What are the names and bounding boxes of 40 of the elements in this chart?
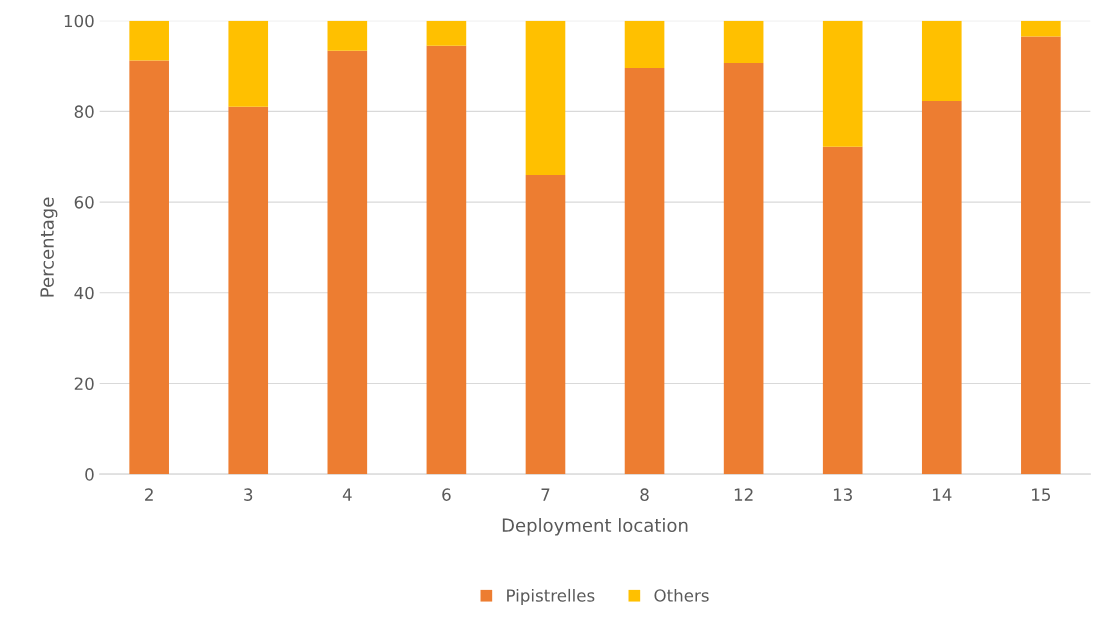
bar [426, 20, 467, 46]
bar [228, 20, 269, 107]
x-tick-label: 4 [342, 488, 352, 501]
bar [525, 20, 566, 175]
x-tick-label: 13 [833, 488, 852, 501]
legend-label: Others [654, 588, 709, 602]
x-tick-label: 8 [640, 488, 649, 501]
x-tick-label: 6 [442, 488, 451, 501]
x-tick-label: 12 [734, 488, 753, 501]
y-tick-label: 80 [74, 105, 94, 118]
bar [921, 100, 962, 475]
bar [129, 60, 169, 475]
bar [1021, 20, 1061, 37]
bar [822, 146, 863, 475]
bar [327, 50, 368, 475]
bar [228, 106, 269, 475]
x-tick-label: 7 [541, 488, 550, 501]
bar [624, 20, 665, 68]
bar [624, 67, 665, 475]
bar [723, 20, 764, 63]
x-tick-label: 15 [1032, 488, 1050, 501]
x-tick-label: 3 [244, 488, 253, 501]
bar [525, 174, 566, 475]
bar [426, 45, 467, 475]
y-tick-label: 60 [74, 196, 94, 209]
bar [921, 20, 962, 101]
y-tick-label: 20 [74, 377, 94, 391]
bar [129, 20, 169, 61]
y-tick-label: 0 [85, 468, 94, 481]
y-tick-label: 100 [64, 14, 94, 28]
y-axis-title: Percentage [40, 197, 58, 297]
bar [327, 20, 368, 51]
x-tick-label: 2 [145, 488, 153, 501]
bar [1021, 36, 1061, 475]
bar [723, 62, 764, 475]
x-axis-title: Deployment location [502, 518, 688, 536]
x-tick-label: 14 [933, 488, 952, 501]
y-tick-label: 40 [74, 286, 94, 300]
legend-label: Pipistrelles [507, 588, 595, 606]
bar [822, 20, 863, 147]
